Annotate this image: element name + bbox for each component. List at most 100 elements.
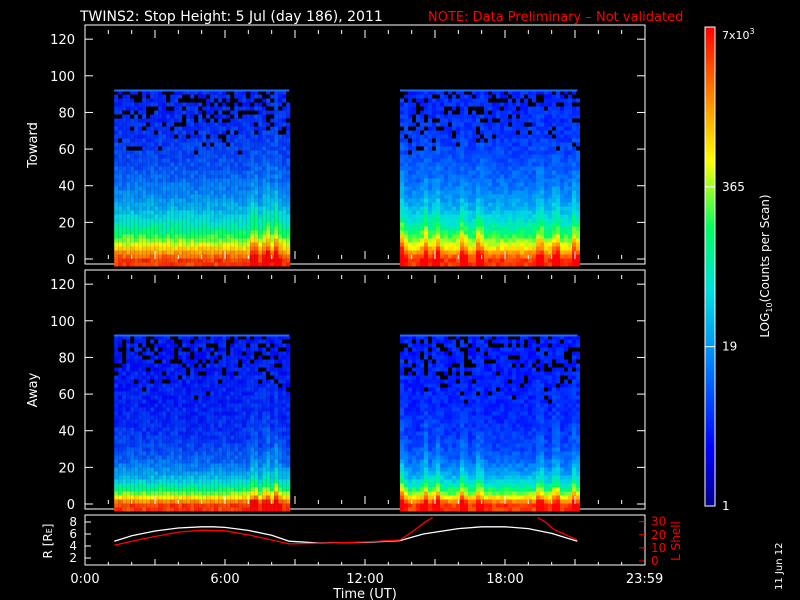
heatmap-cell xyxy=(532,202,536,207)
heatmap-cell xyxy=(166,335,171,340)
heatmap-cell xyxy=(182,387,187,392)
heatmap-cell xyxy=(448,178,452,183)
heatmap-cell xyxy=(162,455,167,460)
heatmap-cell xyxy=(162,106,167,111)
heatmap-cell xyxy=(576,114,580,119)
heatmap-cell xyxy=(174,218,179,223)
heatmap-cell xyxy=(138,114,143,119)
heatmap-cell xyxy=(194,347,199,352)
heatmap-cell xyxy=(484,154,488,159)
heatmap-cell xyxy=(210,218,215,223)
heatmap-cell xyxy=(448,238,452,243)
heatmap-cell xyxy=(464,254,468,259)
heatmap-cell xyxy=(166,439,171,444)
heatmap-cell xyxy=(166,459,171,464)
heatmap-cell xyxy=(222,106,227,111)
heatmap-cell xyxy=(480,178,484,183)
heatmap-cell xyxy=(230,250,235,255)
heatmap-cell xyxy=(126,254,131,259)
heatmap-cell xyxy=(444,102,448,107)
heatmap-cell xyxy=(174,154,179,159)
heatmap-cell xyxy=(158,262,163,267)
heatmap-cell xyxy=(556,130,560,135)
heatmap-cell xyxy=(250,166,255,171)
heatmap-cell xyxy=(190,463,195,468)
heatmap-cell xyxy=(154,503,159,508)
heatmap-cell xyxy=(476,146,480,151)
heatmap-cell xyxy=(134,174,139,179)
heatmap-cell xyxy=(154,162,159,167)
heatmap-cell xyxy=(234,198,239,203)
heatmap-cell xyxy=(214,190,219,195)
heatmap-cell xyxy=(126,459,131,464)
heatmap-cell xyxy=(210,238,215,243)
heatmap-cell xyxy=(420,102,424,107)
heatmap-cell xyxy=(134,391,139,396)
heatmap-cell xyxy=(246,134,251,139)
heatmap-cell xyxy=(234,134,239,139)
heatmap-cell xyxy=(122,371,127,376)
heatmap-cell xyxy=(122,427,127,432)
heatmap-cell xyxy=(130,202,135,207)
heatmap-cell xyxy=(170,142,175,147)
heatmap-cell xyxy=(178,407,183,412)
heatmap-cell xyxy=(170,343,175,348)
heatmap-cell xyxy=(166,475,171,480)
heatmap-cell xyxy=(182,170,187,175)
heatmap-cell xyxy=(548,254,552,259)
heatmap-cell xyxy=(544,150,548,155)
heatmap-cell xyxy=(158,142,163,147)
heatmap-cell xyxy=(576,178,580,183)
heatmap-cell xyxy=(134,503,139,508)
heatmap-cell xyxy=(130,146,135,151)
heatmap-cell xyxy=(222,110,227,115)
heatmap-cell xyxy=(436,162,440,167)
heatmap-cell xyxy=(436,182,440,187)
heatmap-cell xyxy=(500,262,504,267)
heatmap-cell xyxy=(170,367,175,372)
heatmap-cell xyxy=(472,90,476,95)
heatmap-cell xyxy=(572,214,576,219)
heatmap-cell xyxy=(138,375,143,380)
heatmap-cell xyxy=(186,138,191,143)
heatmap-cell xyxy=(166,411,171,416)
heatmap-cell xyxy=(262,94,267,99)
heatmap-cell xyxy=(512,126,516,131)
heatmap-cell xyxy=(428,162,432,167)
heatmap-cell xyxy=(564,122,568,127)
heatmap-cell xyxy=(568,134,572,139)
heatmap-cell xyxy=(412,230,416,235)
heatmap-cell xyxy=(242,98,247,103)
heatmap-cell xyxy=(198,359,203,364)
heatmap-cell xyxy=(166,443,171,448)
heatmap-cell xyxy=(250,250,255,255)
heatmap-cell xyxy=(536,234,540,239)
heatmap-cell xyxy=(154,150,159,155)
heatmap-cell xyxy=(286,110,291,115)
heatmap-cell xyxy=(122,210,127,215)
heatmap-cell xyxy=(524,146,528,151)
heatmap-cell xyxy=(468,178,472,183)
heatmap-cell xyxy=(492,134,496,139)
heatmap-cell xyxy=(166,371,171,376)
heatmap-cell xyxy=(190,387,195,392)
heatmap-cell xyxy=(134,246,139,251)
heatmap-cell xyxy=(154,258,159,263)
heatmap-cell xyxy=(134,222,139,227)
heatmap-cell xyxy=(206,182,211,187)
heatmap-cell xyxy=(174,491,179,496)
heatmap-cell xyxy=(428,222,432,227)
heatmap-cell xyxy=(540,106,544,111)
heatmap-cell xyxy=(532,194,536,199)
heatmap-cell xyxy=(242,162,247,167)
heatmap-cell xyxy=(532,102,536,107)
heatmap-cell xyxy=(424,154,428,159)
heatmap-cell xyxy=(174,463,179,468)
heatmap-cell xyxy=(138,202,143,207)
heatmap-cell xyxy=(202,363,207,368)
heatmap-cell xyxy=(154,467,159,472)
heatmap-cell xyxy=(504,102,508,107)
heatmap-cell xyxy=(428,210,432,215)
heatmap-cell xyxy=(270,210,275,215)
heatmap-cell xyxy=(468,198,472,203)
